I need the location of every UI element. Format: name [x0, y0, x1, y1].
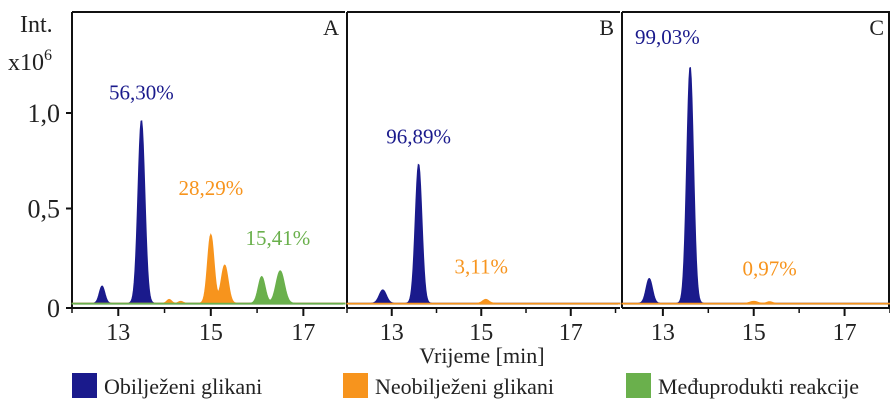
legend-swatch-intermediates: [626, 373, 651, 398]
y-tick-label-1,0: 1,0: [28, 99, 61, 128]
y-tick-label-0,5: 0,5: [28, 195, 61, 224]
panel-B-x-tick-label-17: 17: [559, 320, 583, 346]
panel-A-letter: A: [323, 15, 339, 40]
panel-B-series-0-percent-label: 96,89%: [386, 125, 451, 149]
panel-A-series-2-percent-label: 15,41%: [246, 226, 311, 250]
panel-C-x-tick-label-17: 17: [833, 320, 857, 346]
panel-C-series-0-percent-label: 99,03%: [635, 25, 700, 49]
panel-A-series-2-trace: [71, 270, 346, 305]
legend-swatch-labeled: [72, 373, 97, 398]
panel-C-letter: C: [869, 15, 884, 40]
y-axis-label-scale: x106: [8, 47, 52, 76]
legend-label-unlabeled: Neobilježeni glikani: [375, 374, 554, 399]
panel-C: C 99,03% 0,97% 13 15 17: [621, 11, 890, 346]
y-axis-label-int: Int.: [20, 12, 53, 38]
legend-swatch-unlabeled: [343, 373, 368, 398]
panel-B-x-tick-label-15: 15: [469, 320, 493, 346]
panel-A-x-tick-label-13: 13: [106, 320, 130, 346]
panel-C-series-1-percent-label: 0,97%: [743, 256, 797, 280]
panel-A-series-1-percent-label: 28,29%: [178, 176, 243, 200]
panel-B-x-tick-label-13: 13: [380, 320, 404, 346]
chromatogram-panels: A 56,30% 28,29% 15,41% 13 15 17 B 96,89% 3,11% 13 1…: [71, 11, 890, 346]
panel-C-x-tick-label-13: 13: [651, 320, 675, 346]
panel-B: B 96,89% 3,11% 13 15 17: [346, 11, 621, 346]
x-axis-label: Vrijeme [min]: [419, 343, 544, 368]
y-axis-ticks: 0 0,5 1,0: [28, 99, 72, 323]
legend-label-intermediates: Međuprodukti reakcije: [658, 374, 859, 399]
panel-B-series-1-percent-label: 3,11%: [455, 254, 508, 278]
panel-B-series-0-trace: [346, 163, 621, 305]
panel-A-x-tick-label-17: 17: [291, 320, 315, 346]
panel-A-series-0-percent-label: 56,30%: [109, 81, 174, 105]
panel-B-letter: B: [599, 15, 614, 40]
legend-label-labeled: Obilježeni glikani: [104, 374, 262, 399]
panel-B-series-1-trace: [346, 298, 621, 305]
y-tick-label-0: 0: [47, 294, 60, 323]
panel-A-x-tick-label-15: 15: [199, 320, 223, 346]
panel-C-series-1-trace: [621, 300, 890, 305]
legend: Obilježeni glikani Neobilježeni glikani …: [72, 373, 859, 399]
panel-A: A 56,30% 28,29% 15,41% 13 15 17: [71, 11, 346, 346]
y-axis-label-scale-base: x10: [8, 50, 44, 76]
y-axis-label-scale-exp: 6: [44, 47, 52, 64]
panel-C-x-tick-label-15: 15: [742, 320, 766, 346]
